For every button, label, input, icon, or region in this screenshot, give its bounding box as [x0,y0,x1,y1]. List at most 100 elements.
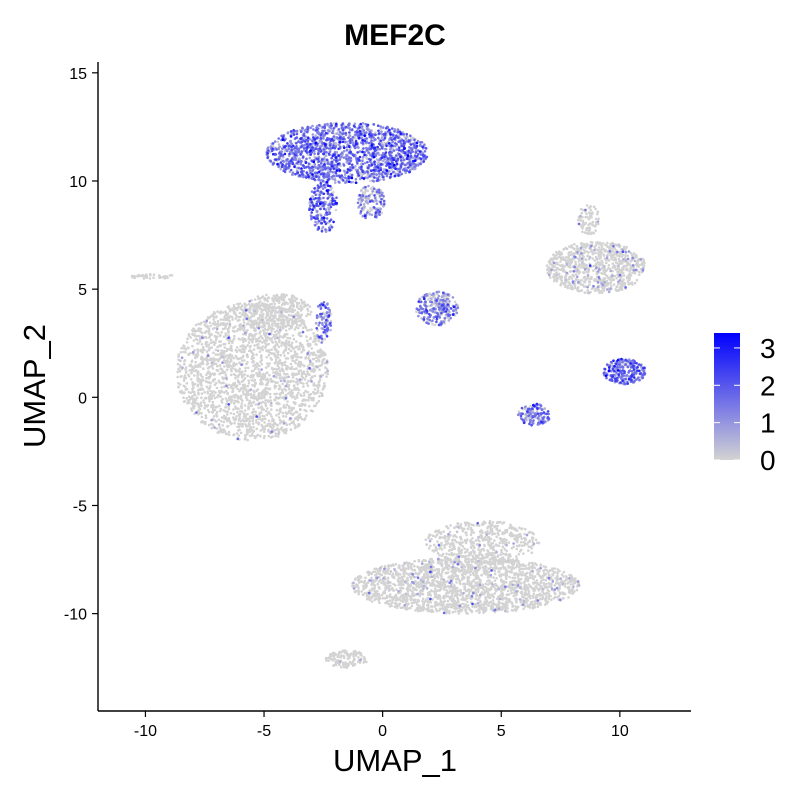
data-point [461,596,465,599]
data-point [358,581,361,584]
data-point [303,322,306,326]
data-point [461,574,465,577]
data-point [273,354,277,357]
data-point [273,320,277,323]
data-point [205,325,208,328]
data-point [284,357,288,360]
data-point [438,594,441,598]
data-point [279,353,283,357]
data-point [259,356,263,359]
data-point [273,398,276,402]
data-point [283,372,286,376]
data-point [219,367,223,370]
data-point [431,534,435,537]
data-point [292,384,296,388]
data-point [252,320,256,324]
data-point [285,332,289,336]
data-point [313,335,316,338]
data-point [365,584,369,588]
data-point [302,320,306,323]
data-point [260,310,263,314]
data-point [518,532,522,536]
data-point [262,389,265,392]
data-point [182,400,186,404]
data-point [247,335,251,339]
data-point [374,574,378,577]
data-point [452,538,455,542]
data-point [466,596,469,600]
data-point [226,391,230,395]
data-point [203,406,206,410]
data-point [191,344,194,348]
data-point [535,568,539,572]
data-point [285,342,288,346]
data-point [363,592,367,595]
data-point [293,350,297,353]
data-point [560,580,564,583]
data-point [193,393,196,396]
data-point [271,305,275,309]
data-point [395,606,399,609]
data-point [277,311,281,314]
data-point [518,568,521,571]
data-point [485,570,489,573]
data-point [449,524,452,527]
data-point [258,364,261,368]
data-point [208,316,212,319]
data-point [208,347,211,351]
data-point [542,565,546,568]
data-point [211,380,215,383]
data-point [510,608,514,612]
data-point [223,430,227,433]
data-point [249,344,252,348]
data-point [248,429,252,433]
data-point [469,567,472,571]
data-point [484,585,487,589]
data-point [387,564,390,567]
data-point [194,330,198,333]
data-point [274,340,277,344]
data-point [451,563,455,566]
data-point [250,315,253,319]
data-point [440,561,443,564]
data-point [263,434,266,438]
data-point [558,591,562,595]
data-point [448,591,451,594]
data-point [541,595,545,599]
data-point [203,421,206,425]
data-point [264,366,268,369]
data-point [434,600,437,604]
data-point [388,572,392,576]
data-point [370,588,374,591]
data-point [259,300,262,303]
data-point [326,372,330,376]
data-point [259,330,262,333]
data-point [529,597,532,600]
data-point [221,311,225,314]
data-point [248,419,252,423]
data-point [254,312,258,316]
data-point [197,370,200,374]
data-point [272,371,275,374]
data-point [222,343,225,346]
data-point [239,327,243,330]
data-point [408,572,411,576]
data-point [536,601,539,605]
data-point [241,379,244,383]
data-point [295,358,298,362]
data-point [307,356,310,360]
data-point [476,598,479,602]
data-point [274,395,278,399]
data-point [402,134,406,138]
data-point [469,570,473,573]
data-point [291,301,295,305]
data-point [508,586,512,590]
data-point [377,206,380,210]
data-point [260,362,264,366]
data-point [402,565,405,569]
data-point [425,581,429,585]
data-point [219,407,223,411]
data-point [226,357,230,360]
data-point [281,361,285,365]
data-point [200,396,203,400]
